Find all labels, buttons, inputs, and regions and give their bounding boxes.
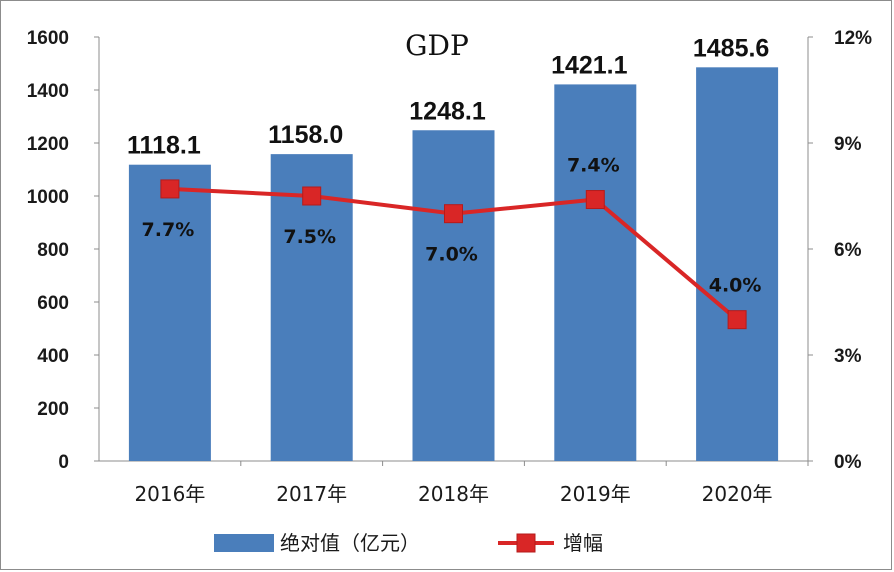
bar-value-label: 1485.6 (693, 34, 769, 62)
y-left-tick-label: 800 (37, 240, 69, 261)
x-tick-label: 2020年 (702, 482, 773, 506)
bar (128, 164, 211, 462)
y-right-tick-label: 0% (834, 452, 862, 473)
legend-line-marker (516, 533, 536, 553)
growth-marker (727, 310, 747, 330)
x-tick-label: 2016年 (134, 482, 205, 506)
x-tick-label: 2018年 (418, 482, 489, 506)
bar (696, 67, 779, 461)
bar-value-label: 1118.1 (127, 132, 201, 160)
legend-bar-swatch (214, 534, 274, 552)
y-left-tick-label: 1000 (27, 187, 69, 208)
y-right-tick-label: 6% (834, 240, 862, 261)
y-left-tick-label: 0 (58, 452, 69, 473)
legend-bar-label: 绝对值（亿元） (280, 531, 420, 555)
y-left-tick-label: 200 (37, 399, 69, 420)
growth-value-label: 7.0% (425, 244, 478, 266)
growth-value-label: 7.4% (567, 155, 620, 177)
x-tick-label: 2019年 (560, 482, 631, 506)
growth-marker (302, 186, 322, 206)
y-left-tick-label: 1600 (27, 28, 69, 49)
y-left-tick-label: 400 (37, 346, 69, 367)
x-tick-label: 2017年 (276, 482, 347, 506)
bar-value-label: 1421.1 (551, 51, 628, 79)
bar-value-label: 1248.1 (409, 97, 486, 125)
bar (412, 130, 495, 462)
bar (554, 84, 637, 461)
growth-marker (160, 179, 180, 199)
growth-value-label: 7.5% (283, 226, 336, 248)
y-right-tick-label: 9% (834, 134, 862, 155)
growth-marker (585, 190, 605, 210)
growth-value-label: 4.0% (709, 275, 762, 297)
growth-value-label: 7.7% (142, 219, 195, 241)
y-left-tick-label: 1400 (27, 81, 69, 102)
y-left-tick-label: 600 (37, 293, 69, 314)
legend-line-label: 增幅 (563, 531, 603, 555)
chart-title: GDP (405, 29, 469, 62)
bar-value-label: 1158.0 (268, 121, 343, 149)
y-right-tick-label: 12% (834, 28, 872, 49)
y-left-tick-label: 1200 (27, 134, 69, 155)
y-right-tick-label: 3% (834, 346, 862, 367)
growth-marker (444, 204, 463, 224)
